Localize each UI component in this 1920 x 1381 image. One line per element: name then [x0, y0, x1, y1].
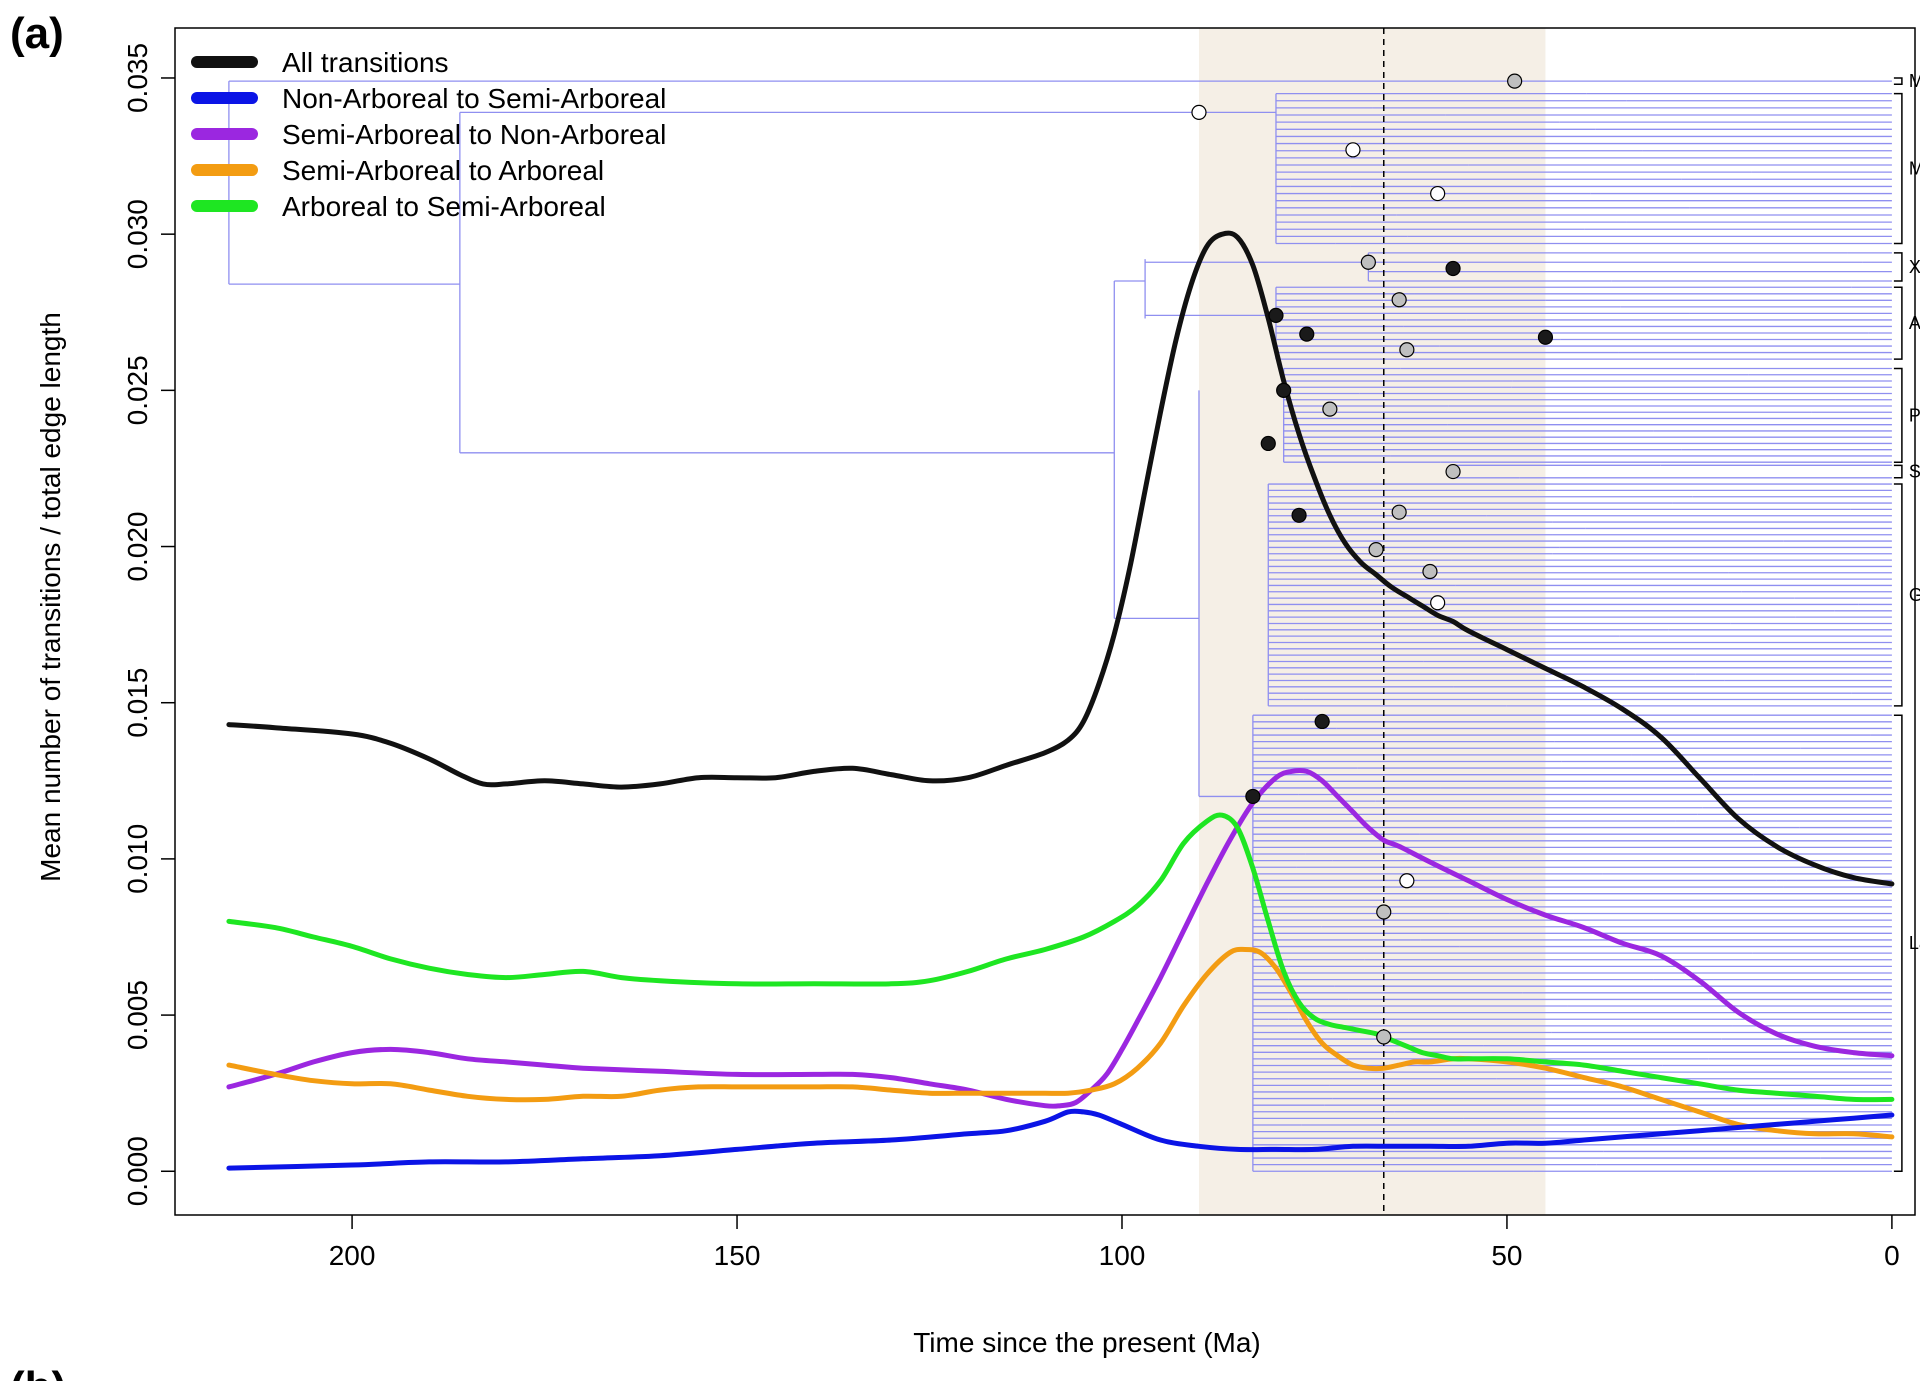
node-marker: [1445, 463, 1461, 480]
node-marker: [1376, 904, 1392, 920]
y-tick-label: 0.005: [122, 980, 153, 1050]
series-line-all-transitions: [226, 230, 1895, 887]
clade-bracket: [1893, 92, 1903, 245]
plot-frame: [174, 27, 1916, 1216]
y-axis-title: Mean number of transitions / total edge …: [35, 312, 66, 882]
node-marker: [1399, 342, 1415, 358]
shaded-interval-layer: [1198, 28, 1546, 1215]
shaded-interval: [1198, 28, 1546, 1215]
x-tick-label: 100: [1099, 1240, 1146, 1271]
series-line-semi-arboreal-to-arboreal: [226, 946, 1895, 1140]
node-marker: [1360, 254, 1376, 270]
node-marker: [1399, 873, 1415, 889]
clade-bracket: [1893, 714, 1903, 1173]
node-marker: [1445, 260, 1461, 277]
y-tick-label: 0.035: [122, 43, 153, 113]
node-marker: [1291, 507, 1307, 523]
axes-layer: 200 150 100 50 0 0.000 0.005 0.010 0.015 0.020 0.0…: [122, 27, 1916, 1271]
node-marker: [1268, 307, 1284, 323]
node-marker: [1391, 292, 1407, 308]
clade-bracket: [1893, 367, 1903, 463]
next-panel-label: (b): [10, 1363, 66, 1381]
node-marker: [1368, 542, 1384, 558]
x-axis-title: Time since the present (Ma): [913, 1327, 1261, 1358]
y-tick-label: 0.000: [122, 1136, 153, 1206]
node-marker: [1391, 504, 1407, 520]
clade-bracket-layer: Mo.Ma.Xe.Af.Pr.Sc.Gl.La.: [1893, 71, 1920, 1173]
x-tick-label: 200: [329, 1240, 376, 1271]
legend-label: Semi-Arboreal to Non-Arboreal: [282, 119, 666, 150]
legend-label: Semi-Arboreal to Arboreal: [282, 155, 604, 186]
series-line-non-arboreal-to-semi-arboreal: [226, 1108, 1895, 1171]
clade-bracket: [1893, 483, 1903, 707]
legend-label: Arboreal to Semi-Arboreal: [282, 191, 606, 222]
clade-bracket: [1893, 464, 1903, 479]
node-marker: [1376, 1029, 1392, 1045]
y-tick-label: 0.020: [122, 511, 153, 581]
node-marker: [1345, 142, 1361, 158]
node-marker: [1276, 382, 1292, 398]
series-line-semi-arboreal-to-non-arboreal: [226, 767, 1895, 1109]
node-marker: [1191, 104, 1207, 120]
panel-label: (a): [10, 9, 64, 58]
node-marker: [1430, 185, 1446, 202]
series-line-arboreal-to-semi-arboreal: [226, 812, 1895, 1103]
node-marker: [1299, 326, 1315, 342]
x-tick-label: 50: [1491, 1240, 1522, 1271]
legend-label: All transitions: [282, 47, 449, 78]
node-marker: [1430, 595, 1446, 611]
clade-bracket: [1893, 286, 1903, 360]
y-tick-label: 0.010: [122, 824, 153, 894]
node-marker: [1537, 329, 1554, 345]
node-marker: [1507, 73, 1523, 89]
legend: All transitions Non-Arboreal to Semi-Arbo…: [191, 47, 666, 222]
y-tick-label: 0.025: [122, 355, 153, 425]
y-tick-label: 0.015: [122, 668, 153, 738]
phylogeny-tree-layer: [228, 80, 1892, 1172]
x-tick-label: 0: [1884, 1240, 1900, 1271]
node-marker-layer: [1191, 73, 1554, 1045]
node-marker: [1314, 713, 1330, 730]
legend-label: Non-Arboreal to Semi-Arboreal: [282, 83, 666, 114]
y-tick-label: 0.030: [122, 199, 153, 269]
clade-bracket: [1893, 252, 1903, 282]
clade-bracket: [1893, 77, 1903, 85]
node-marker: [1322, 401, 1338, 417]
node-marker: [1245, 788, 1261, 805]
series-layer: [226, 230, 1895, 1171]
x-tick-label: 150: [714, 1240, 761, 1271]
node-marker: [1260, 435, 1276, 452]
node-marker: [1422, 563, 1438, 580]
